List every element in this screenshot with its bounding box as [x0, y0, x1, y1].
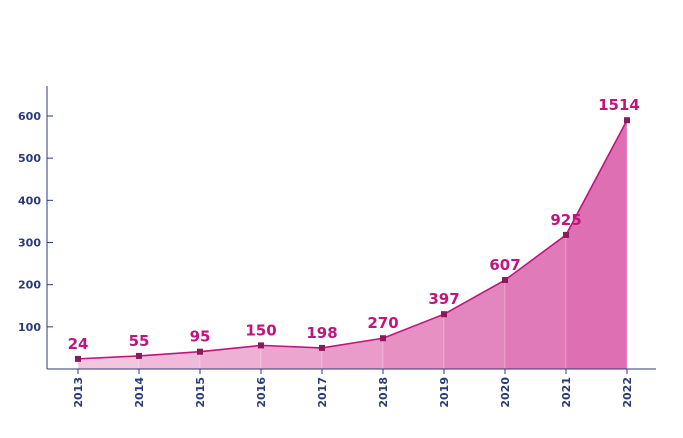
marker-2020	[502, 277, 508, 284]
data-label-2022: 1514	[598, 96, 640, 114]
marker-2019	[441, 311, 447, 318]
x-tick-label-2015: 2015	[194, 377, 207, 408]
data-label-2014: 55	[129, 332, 150, 350]
y-tick-label-500: 500	[18, 152, 41, 165]
series-markers	[75, 117, 630, 362]
y-tick-label-600: 600	[18, 110, 41, 123]
x-tick-label-2017: 2017	[316, 377, 329, 408]
x-tick-label-2020: 2020	[499, 377, 512, 408]
x-tick-label-2019: 2019	[438, 377, 451, 408]
marker-2014	[136, 352, 142, 359]
area-segment-2021	[565, 120, 628, 370]
x-tick-label-2013: 2013	[72, 377, 85, 408]
marker-2016	[258, 342, 264, 349]
marker-2015	[197, 348, 203, 355]
data-label-2017: 198	[306, 324, 337, 342]
x-tick-label-2018: 2018	[377, 377, 390, 408]
data-label-2016: 150	[245, 321, 276, 339]
area-segment-2016	[260, 345, 323, 370]
x-tick-label-2021: 2021	[560, 377, 573, 408]
marker-2018	[380, 335, 386, 342]
data-label-2020: 607	[489, 256, 520, 274]
y-tick-label-100: 100	[18, 321, 41, 334]
y-ticks: 100 200 300 400 500 600	[18, 110, 53, 334]
data-labels: 24 55 95 150 198 270 397 607 925 1514	[68, 96, 640, 353]
x-tick-label-2022: 2022	[621, 377, 634, 408]
marker-2021	[563, 231, 569, 238]
x-tick-label-2016: 2016	[255, 377, 268, 408]
axes	[46, 86, 656, 370]
y-tick-label-400: 400	[18, 194, 41, 207]
marker-2017	[319, 344, 325, 351]
series-line	[77, 119, 628, 360]
marker-2013	[75, 355, 81, 362]
data-label-2015: 95	[190, 328, 211, 346]
area-fills	[77, 120, 628, 370]
data-label-2013: 24	[68, 335, 89, 353]
marker-2022	[624, 117, 630, 124]
data-label-2019: 397	[428, 290, 459, 308]
y-tick-label-300: 300	[18, 237, 41, 250]
data-label-2021: 925	[550, 211, 581, 229]
x-ticks: 2013 2014 2015 2016 2017 2018 2019 2020 2021 2022	[72, 369, 634, 408]
y-tick-label-200: 200	[18, 279, 41, 292]
data-label-2018: 270	[367, 314, 398, 332]
area-segment-2020	[504, 234, 567, 370]
x-tick-label-2014: 2014	[133, 377, 146, 408]
